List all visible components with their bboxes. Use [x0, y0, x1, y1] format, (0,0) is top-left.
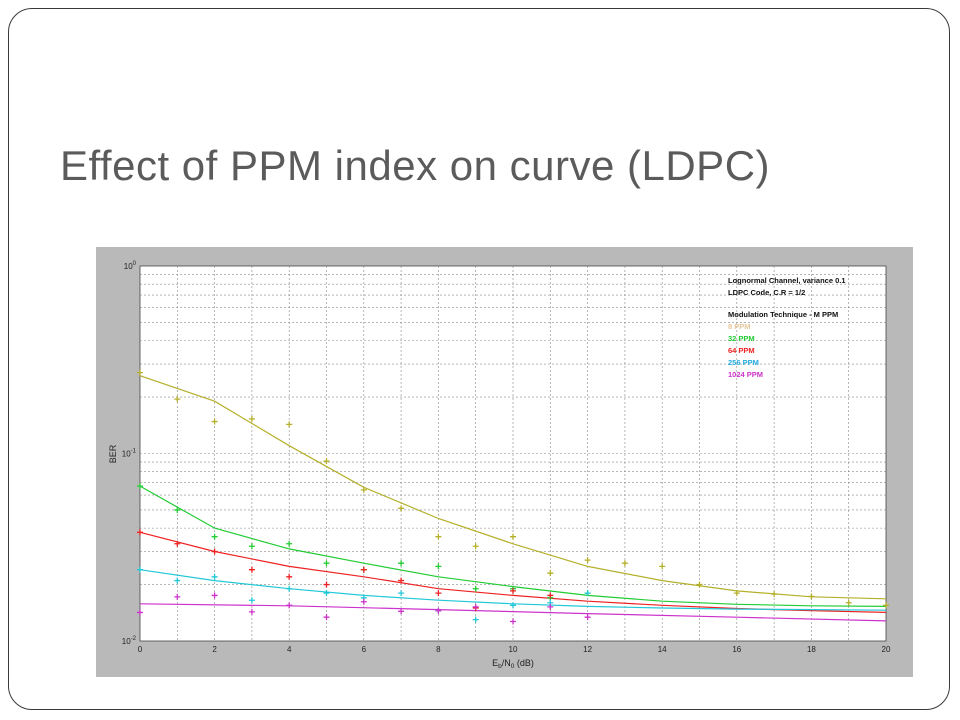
x-tick-label: 2 — [212, 645, 217, 654]
legend-entry: 1024 PPM — [728, 370, 763, 379]
legend-header-line: Lognormal Channel, variance 0.1 — [728, 276, 846, 285]
data-point — [435, 590, 442, 597]
data-point — [286, 421, 293, 428]
data-point — [808, 593, 815, 600]
x-tick-label: 14 — [658, 645, 667, 654]
data-point — [174, 396, 181, 403]
x-tick-label: 16 — [732, 645, 741, 654]
data-point — [584, 614, 591, 621]
data-point — [547, 592, 554, 599]
data-point — [771, 591, 778, 598]
legend-items: 8 PPM 32 PPM 64 PPM 256 PPM 1024 PPM — [728, 322, 763, 379]
data-point — [174, 506, 181, 513]
data-point — [435, 563, 442, 570]
data-point — [137, 483, 143, 490]
data-point — [584, 557, 591, 564]
x-tick-label: 4 — [287, 645, 292, 654]
fit-curve — [139, 375, 887, 600]
data-point — [398, 608, 405, 615]
data-point — [360, 486, 367, 493]
slide-title: Effect of PPM index on curve (LDPC) — [60, 142, 771, 189]
y-axis-label: BER — [108, 444, 118, 463]
data-point — [137, 609, 143, 616]
data-point — [733, 590, 740, 597]
x-tick-label: 12 — [583, 645, 592, 654]
data-point — [845, 599, 852, 606]
figure-panel: 0 2 4 6 8 10 12 14 16 18 20 100 10-1 10-2 Eb/N0 (dB)… — [96, 247, 913, 677]
data-point — [510, 533, 516, 540]
data-points — [137, 369, 889, 625]
legend-entry: 64 PPM — [728, 346, 755, 355]
fit-curve — [139, 603, 887, 622]
data-point — [286, 602, 293, 609]
legend-entry: 32 PPM — [728, 334, 755, 343]
data-point — [211, 573, 218, 580]
data-point — [472, 603, 479, 610]
data-point — [360, 566, 367, 573]
data-point — [398, 590, 405, 597]
y-tick-label: 10-2 — [122, 636, 137, 646]
data-point — [398, 577, 405, 584]
data-point — [174, 540, 181, 547]
data-point — [472, 616, 479, 623]
data-point — [248, 597, 255, 604]
data-point — [137, 529, 143, 536]
data-point — [398, 560, 405, 567]
data-point — [286, 573, 293, 580]
data-point — [211, 533, 218, 540]
data-point — [248, 608, 255, 615]
data-point — [398, 505, 405, 512]
x-tick-label: 20 — [882, 645, 891, 654]
data-point — [547, 570, 554, 577]
x-tick-label: 8 — [436, 645, 441, 654]
data-point — [174, 577, 181, 584]
data-point — [472, 585, 479, 592]
legend-header-line: Modulation Technique - M PPM — [728, 310, 838, 319]
data-point — [360, 598, 367, 605]
data-point — [696, 581, 703, 588]
data-point — [248, 543, 255, 550]
data-point — [883, 602, 889, 609]
x-axis-label: Eb/N0 (dB) — [492, 658, 534, 670]
data-point — [174, 593, 181, 600]
data-point — [137, 566, 143, 573]
grid-lines — [140, 266, 886, 641]
data-point — [510, 602, 516, 609]
data-point — [286, 585, 293, 592]
data-point — [584, 590, 591, 597]
data-point — [510, 618, 516, 625]
data-point — [211, 548, 218, 555]
data-point — [211, 418, 218, 425]
data-point — [248, 566, 255, 573]
legend-entry: 8 PPM — [728, 322, 751, 331]
data-point — [323, 560, 330, 567]
data-point — [472, 543, 479, 550]
data-point — [323, 590, 330, 597]
y-tick-label: 100 — [124, 261, 137, 271]
data-point — [323, 581, 330, 588]
data-point — [435, 533, 442, 540]
y-tick-label: 10-1 — [122, 449, 137, 459]
ber-chart: 0 2 4 6 8 10 12 14 16 18 20 100 10-1 10-2 Eb/N0 (dB)… — [108, 261, 891, 670]
data-point — [659, 563, 666, 570]
legend: Lognormal Channel, variance 0.1 LDPC Cod… — [728, 276, 846, 379]
data-point — [621, 560, 628, 567]
data-point — [248, 415, 255, 422]
data-point — [547, 603, 554, 610]
x-tick-label: 10 — [509, 645, 518, 654]
legend-header-line: LDPC Code, C.R = 1/2 — [728, 288, 805, 297]
data-point — [323, 614, 330, 621]
data-point — [510, 587, 516, 594]
data-point — [323, 458, 330, 465]
x-tick-label: 6 — [362, 645, 367, 654]
x-tick-label: 18 — [807, 645, 816, 654]
data-point — [211, 592, 218, 599]
legend-entry: 256 PPM — [728, 358, 759, 367]
data-point — [286, 540, 293, 547]
data-point — [435, 607, 442, 614]
x-tick-label: 0 — [138, 645, 143, 654]
y-tick-labels: 100 10-1 10-2 — [122, 261, 137, 646]
x-tick-labels: 0 2 4 6 8 10 12 14 16 18 20 — [138, 645, 891, 654]
data-point — [137, 369, 143, 376]
